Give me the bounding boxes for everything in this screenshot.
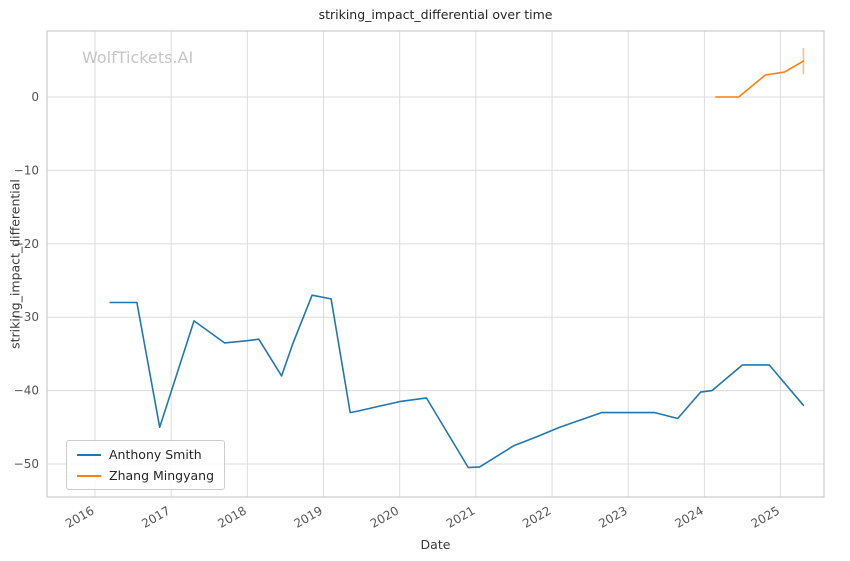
y-tick-label: −50 [14, 457, 39, 471]
legend-label: Zhang Mingyang [109, 468, 215, 483]
legend-swatch [77, 474, 101, 477]
legend-label: Anthony Smith [109, 447, 202, 462]
x-tick-label: 2025 [749, 503, 782, 530]
x-tick-label: 2024 [672, 503, 705, 530]
x-tick-label: 2020 [368, 503, 401, 530]
x-tick-label: 2023 [596, 503, 629, 530]
chart-title: striking_impact_differential over time [318, 7, 553, 22]
x-tick-label: 2018 [215, 503, 248, 530]
legend-swatch [77, 453, 101, 456]
series-line-zhang-mingyang [714, 60, 805, 98]
legend-item: Zhang Mingyang [77, 468, 214, 483]
y-tick-label: −40 [14, 384, 39, 398]
x-tick-label: 2021 [444, 503, 477, 530]
legend-item: Anthony Smith [77, 447, 214, 462]
plot-border [46, 30, 825, 498]
y-tick-label: −20 [14, 237, 39, 251]
x-tick-label: 2022 [520, 503, 553, 530]
watermark: WolfTickets.AI [82, 48, 194, 67]
y-tick-label: −30 [14, 310, 39, 324]
x-tick-label: 2016 [63, 503, 96, 530]
x-axis-label: Date [420, 537, 451, 552]
y-tick-label: −10 [14, 163, 39, 177]
y-axis-label: striking_impact_differential [7, 179, 23, 349]
y-tick-label: 0 [31, 90, 39, 104]
x-tick-label: 2017 [139, 503, 172, 530]
x-tick-label: 2019 [292, 503, 325, 530]
series-line-anthony-smith [109, 294, 805, 469]
legend: Anthony Smith Zhang Mingyang [66, 440, 226, 490]
